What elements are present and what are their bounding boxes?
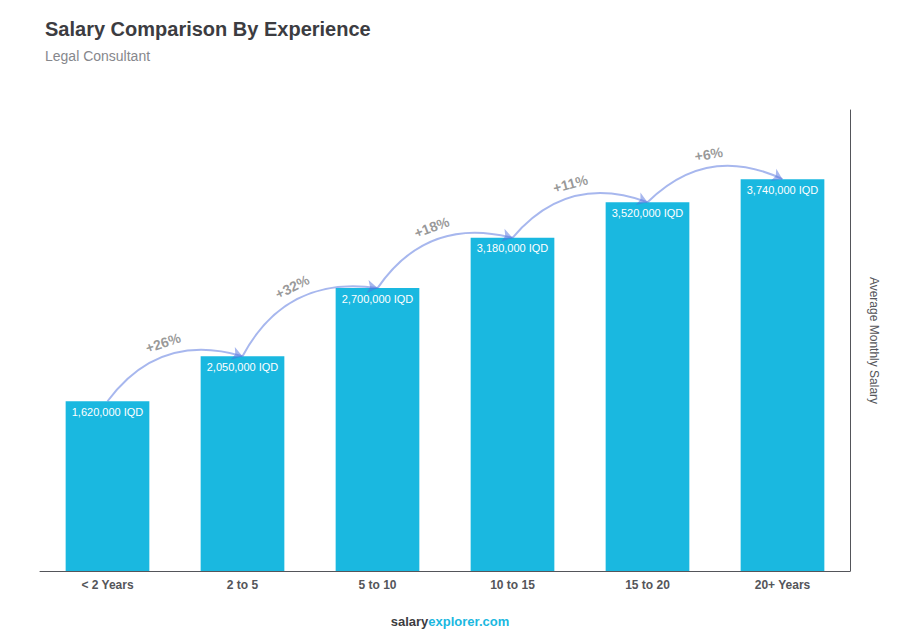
svg-text:+11%: +11% xyxy=(551,171,590,196)
svg-text:explorer.com: explorer.com xyxy=(428,614,509,629)
svg-text:Salary Comparison By Experienc: Salary Comparison By Experience xyxy=(45,18,371,40)
svg-text:+26%: +26% xyxy=(143,329,183,356)
svg-text:15 to 20: 15 to 20 xyxy=(625,578,670,592)
svg-text:Average Monthly Salary: Average Monthly Salary xyxy=(867,277,881,404)
svg-text:< 2 Years: < 2 Years xyxy=(81,578,133,592)
svg-text:3,520,000 IQD: 3,520,000 IQD xyxy=(612,207,684,219)
svg-text:2 to 5: 2 to 5 xyxy=(227,578,259,592)
svg-text:3,180,000 IQD: 3,180,000 IQD xyxy=(477,242,549,254)
svg-text:+32%: +32% xyxy=(272,271,312,302)
svg-text:Legal Consultant: Legal Consultant xyxy=(45,48,150,64)
svg-text:2,700,000 IQD: 2,700,000 IQD xyxy=(342,293,414,305)
svg-text:+18%: +18% xyxy=(412,213,452,241)
svg-text:3,740,000 IQD: 3,740,000 IQD xyxy=(747,184,819,196)
svg-text:+6%: +6% xyxy=(693,144,724,165)
svg-text:salary: salary xyxy=(391,614,429,629)
svg-text:1,620,000 IQD: 1,620,000 IQD xyxy=(72,406,144,418)
svg-text:5 to 10: 5 to 10 xyxy=(358,578,396,592)
svg-text:20+ Years: 20+ Years xyxy=(755,578,811,592)
svg-text:10 to 15: 10 to 15 xyxy=(490,578,535,592)
svg-text:2,050,000 IQD: 2,050,000 IQD xyxy=(207,361,279,373)
